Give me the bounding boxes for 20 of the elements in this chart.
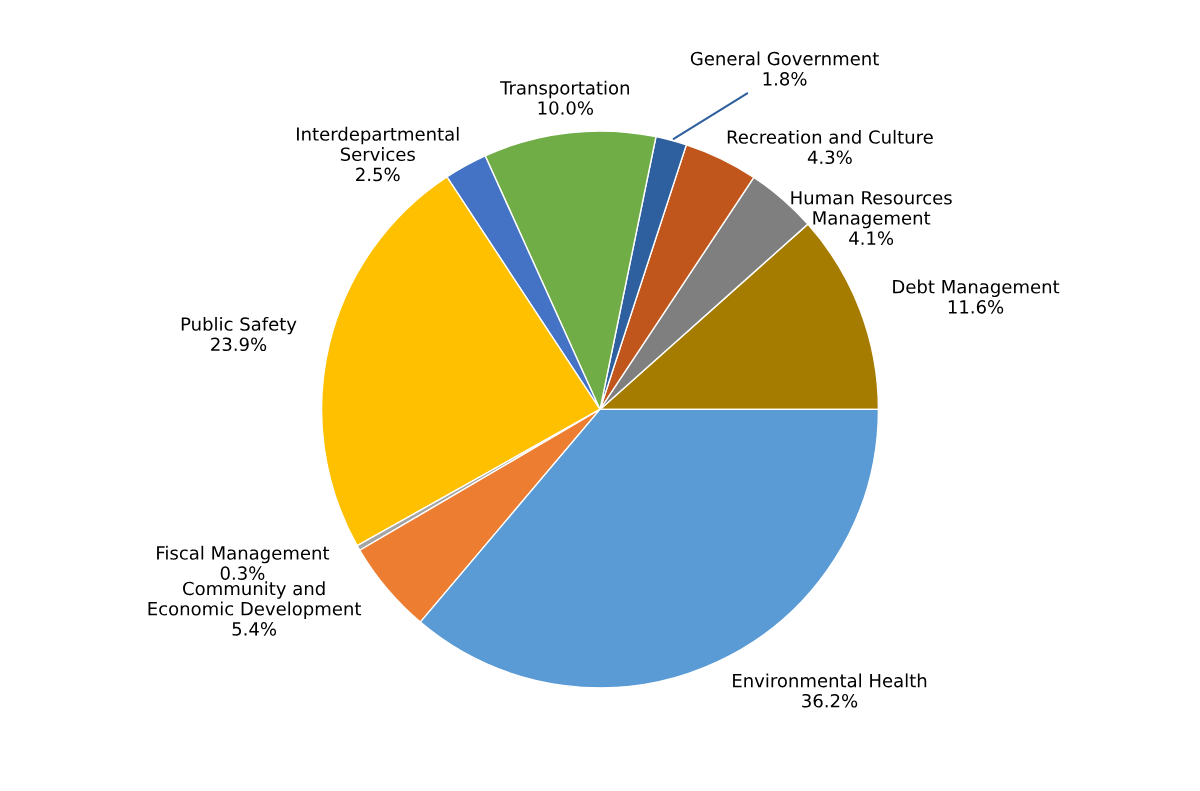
data-label: 4.3%	[807, 150, 852, 165]
slice-label: Community and Economic Development	[148, 581, 362, 620]
data-label: 5.4%	[232, 622, 277, 636]
slice-label: Public Safety	[181, 316, 297, 335]
data-label: 4.1%	[849, 231, 894, 245]
data-label: 0.3%	[220, 566, 265, 580]
data-label: 1.8%	[763, 71, 807, 86]
slice-label: Fiscal Management	[157, 545, 330, 564]
data-label: 10.0%	[538, 101, 594, 115]
slice-label: Transportation	[500, 80, 629, 99]
data-label: 23.9%	[211, 337, 267, 352]
slice-label: Recreation and Culture	[727, 129, 933, 144]
slice-label: Human Resources Management	[791, 191, 952, 229]
slice-label: Environmental Health	[733, 673, 927, 688]
slice-label: General Government	[690, 51, 879, 66]
data-label: 36.2%	[802, 693, 858, 708]
data-label: 11.6%	[948, 300, 1004, 314]
slice-label: Interdepartmental Services	[297, 126, 459, 162]
data-label: 2.5%	[356, 167, 400, 182]
slice-label: Debt Management	[893, 279, 1060, 298]
